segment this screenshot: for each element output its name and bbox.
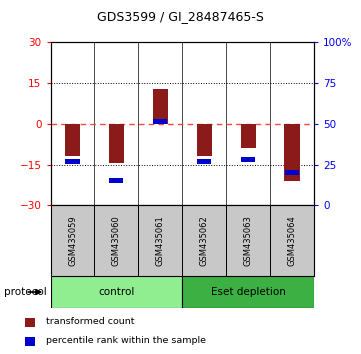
Bar	[197, 124, 212, 156]
Text: GSM435059: GSM435059	[68, 215, 77, 266]
Text: transformed count: transformed count	[46, 316, 135, 326]
Bar	[138, 205, 182, 276]
Text: GSM435062: GSM435062	[200, 215, 209, 266]
Text: GSM435064: GSM435064	[288, 215, 297, 266]
Text: GSM435063: GSM435063	[244, 215, 253, 266]
Bar	[182, 205, 226, 276]
Bar	[109, 178, 123, 183]
Bar	[51, 276, 182, 308]
Bar	[226, 205, 270, 276]
Text: protocol: protocol	[4, 287, 46, 297]
Text: GSM435061: GSM435061	[156, 215, 165, 266]
Bar	[182, 276, 314, 308]
Bar	[241, 157, 255, 162]
Bar	[153, 119, 168, 124]
Bar	[240, 124, 256, 148]
Bar	[25, 318, 35, 327]
Bar	[95, 205, 138, 276]
Bar	[25, 337, 35, 346]
Text: GDS3599 / GI_28487465-S: GDS3599 / GI_28487465-S	[97, 10, 264, 23]
Text: control: control	[98, 287, 135, 297]
Bar	[284, 124, 300, 181]
Bar	[109, 124, 124, 163]
Bar	[51, 205, 95, 276]
Text: percentile rank within the sample: percentile rank within the sample	[46, 336, 206, 345]
Text: Eset depletion: Eset depletion	[211, 287, 286, 297]
Bar	[285, 170, 299, 175]
Text: GSM435060: GSM435060	[112, 215, 121, 266]
Bar	[270, 205, 314, 276]
Bar	[65, 159, 79, 164]
Bar	[153, 88, 168, 124]
Bar	[65, 124, 80, 156]
Bar	[197, 159, 211, 164]
